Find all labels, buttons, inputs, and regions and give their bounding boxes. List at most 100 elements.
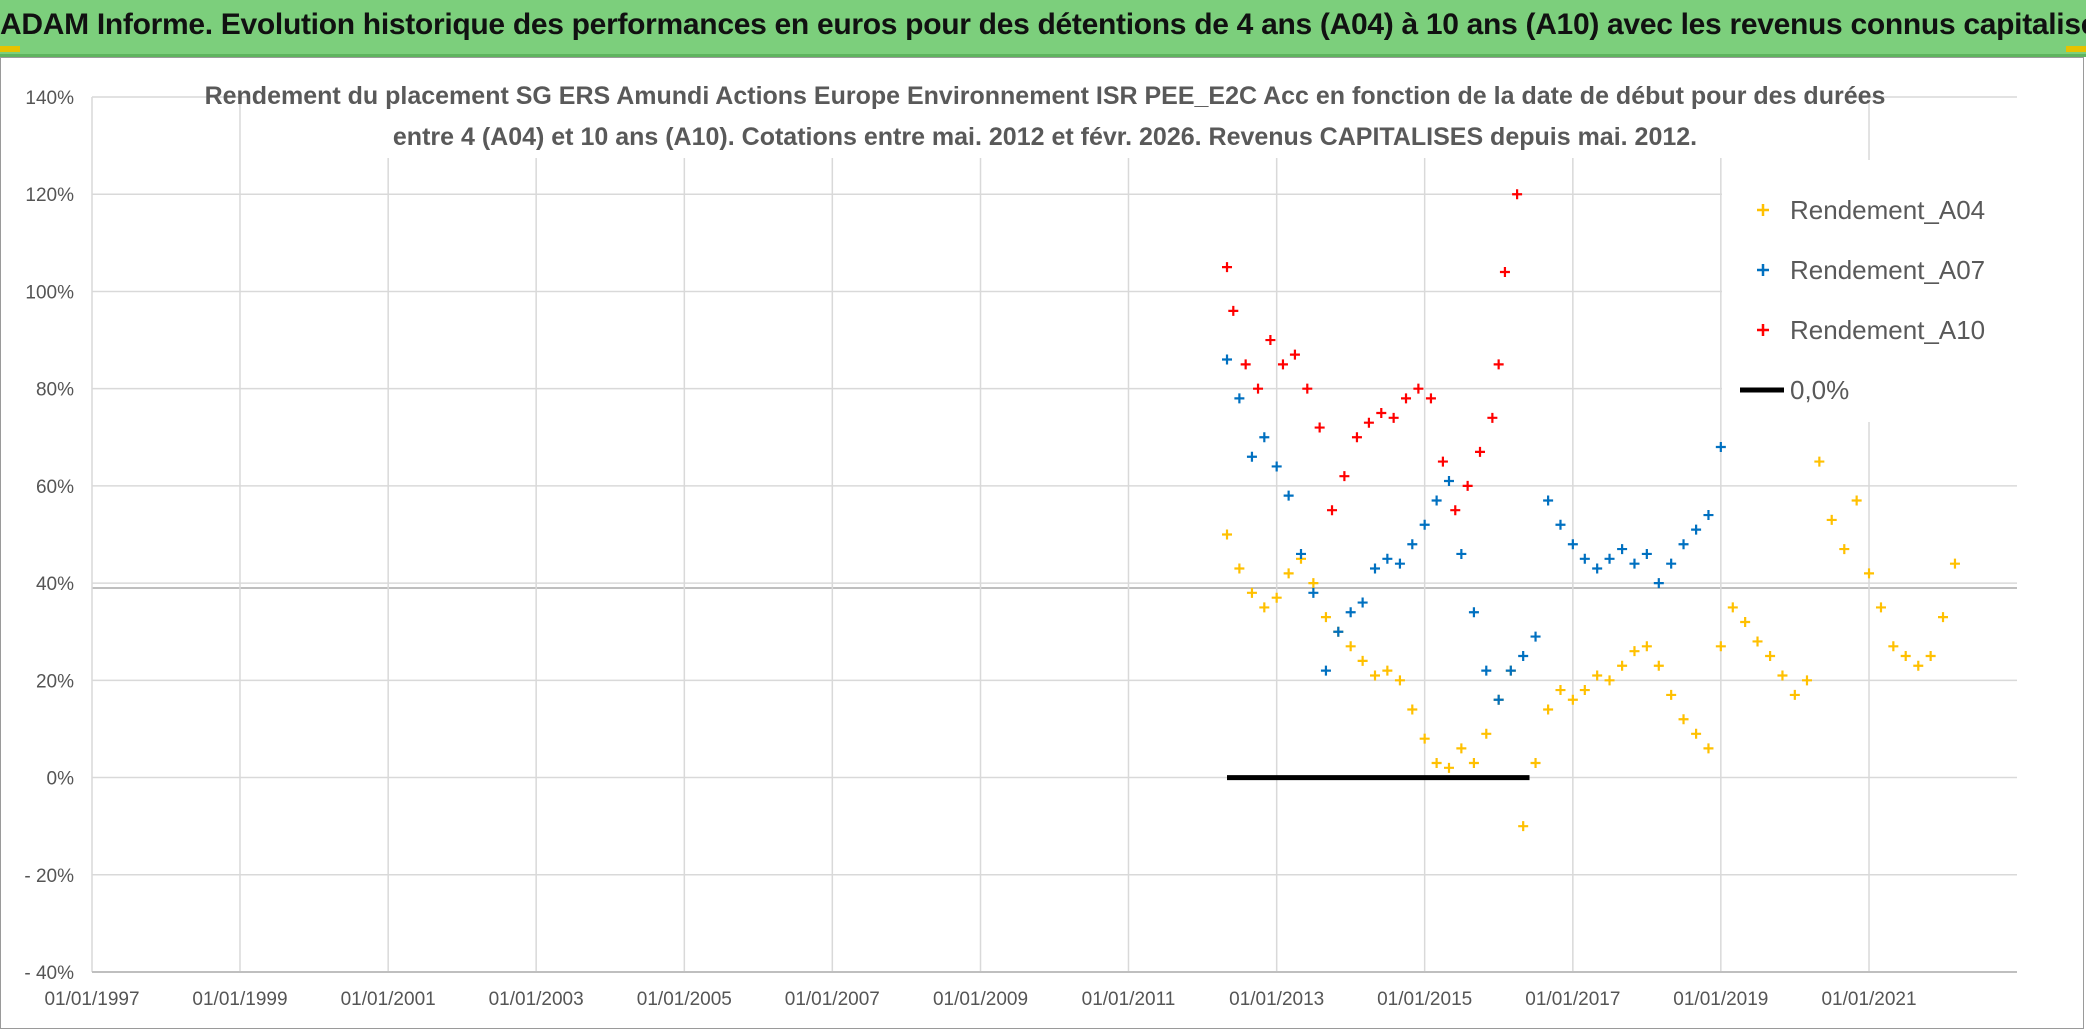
data-point — [1443, 762, 1454, 773]
banner-title: ADAM Informe. Evolution historique des p… — [0, 8, 2086, 41]
data-point — [1271, 461, 1282, 472]
data-point — [1543, 495, 1554, 506]
data-point — [1357, 597, 1368, 608]
data-point — [1394, 558, 1405, 569]
data-point — [1296, 548, 1306, 559]
data-point — [1246, 451, 1257, 462]
y-tick-label: 140% — [25, 88, 74, 109]
data-point — [1302, 383, 1313, 394]
data-point — [1437, 456, 1448, 467]
series-Rendement_A10 — [1222, 189, 1523, 516]
legend-marker-swatch — [1757, 264, 1769, 276]
x-tick-label: 01/01/2017 — [1525, 989, 1620, 1010]
data-point — [1308, 578, 1319, 589]
data-point — [1925, 651, 1936, 662]
data-point — [1900, 651, 1911, 662]
x-tick-label: 01/01/2009 — [933, 989, 1028, 1010]
data-point — [1289, 349, 1300, 360]
legend-label: 0,0% — [1790, 375, 1849, 405]
legend: Rendement_A04 Rendement_A07 Rendement_A10 0… — [1740, 195, 1985, 405]
data-point — [1401, 393, 1412, 404]
data-point — [1462, 480, 1473, 491]
data-point — [1407, 539, 1418, 550]
data-point — [1629, 646, 1640, 657]
data-point — [1259, 432, 1270, 443]
data-point — [1345, 641, 1356, 652]
data-point — [1388, 412, 1399, 423]
legend-marker-swatch — [1757, 204, 1769, 216]
y-tick-label: 40% — [36, 574, 74, 595]
data-point — [1567, 694, 1578, 705]
data-point — [1801, 675, 1812, 686]
data-point — [1617, 544, 1628, 555]
data-point — [1382, 665, 1393, 676]
data-point — [1864, 568, 1875, 579]
data-point — [1419, 519, 1430, 530]
data-point — [1327, 505, 1338, 516]
legend-label: Rendement_A10 — [1790, 315, 1985, 345]
data-point — [1727, 602, 1738, 613]
x-tick-label: 01/01/2001 — [341, 989, 436, 1010]
data-point — [1382, 553, 1393, 564]
data-point — [1579, 685, 1590, 696]
series-Rendement_A04 — [1222, 456, 1960, 832]
data-point — [1370, 670, 1380, 681]
data-point — [1789, 689, 1800, 700]
data-point — [1691, 524, 1702, 535]
data-point — [1271, 592, 1282, 603]
data-point — [1938, 612, 1949, 623]
y-tick-label: 60% — [36, 477, 74, 498]
x-tick-label: 01/01/1999 — [192, 989, 287, 1010]
data-point — [1949, 558, 1960, 569]
data-point — [1875, 602, 1886, 613]
data-point — [1240, 359, 1251, 370]
data-point — [1320, 612, 1331, 623]
data-point — [1277, 359, 1288, 370]
y-tick-label: - 20% — [24, 866, 74, 887]
x-tick-label: 01/01/2021 — [1821, 989, 1916, 1010]
data-point — [1246, 587, 1257, 598]
data-point — [1604, 675, 1615, 686]
x-tick-label: 01/01/2011 — [1082, 989, 1176, 1010]
data-point — [1481, 728, 1492, 739]
banner-corner-right — [2066, 46, 2086, 52]
data-point — [1443, 476, 1454, 487]
data-point — [1703, 510, 1714, 521]
data-point — [1345, 607, 1356, 618]
data-point — [1283, 490, 1294, 501]
data-point — [1228, 305, 1239, 316]
data-point — [1617, 660, 1628, 671]
data-point — [1530, 631, 1541, 642]
data-point — [1314, 422, 1325, 433]
data-point — [1234, 563, 1245, 574]
data-point — [1752, 636, 1763, 647]
data-point — [1468, 757, 1479, 768]
data-point — [1826, 514, 1837, 525]
data-point — [1222, 262, 1233, 273]
data-point — [1222, 354, 1233, 365]
x-tick-label: 01/01/1997 — [44, 989, 139, 1010]
data-point — [1394, 675, 1405, 686]
data-point — [1333, 626, 1344, 637]
data-point — [1518, 821, 1529, 832]
data-point — [1851, 495, 1862, 506]
data-point — [1666, 558, 1677, 569]
data-point — [1222, 529, 1233, 540]
data-point — [1814, 456, 1825, 467]
data-point — [1253, 383, 1264, 394]
data-point — [1579, 553, 1590, 564]
data-point — [1481, 665, 1492, 676]
x-axis-labels: 01/01/1997 01/01/1999 01/01/2001 01/01/2003… — [44, 989, 1916, 1010]
chart-grid — [91, 96, 2017, 973]
data-point — [1715, 442, 1726, 452]
data-point — [1653, 660, 1664, 671]
plot-area — [1222, 189, 1960, 832]
y-tick-label: 20% — [36, 671, 74, 692]
data-point — [1456, 743, 1467, 754]
data-point — [1592, 563, 1603, 574]
x-tick-label: 01/01/2019 — [1673, 989, 1768, 1010]
data-point — [1308, 587, 1319, 598]
header-banner: ADAM Informe. Evolution historique des p… — [0, 0, 2086, 57]
data-point — [1425, 393, 1436, 404]
data-point — [1555, 519, 1566, 530]
